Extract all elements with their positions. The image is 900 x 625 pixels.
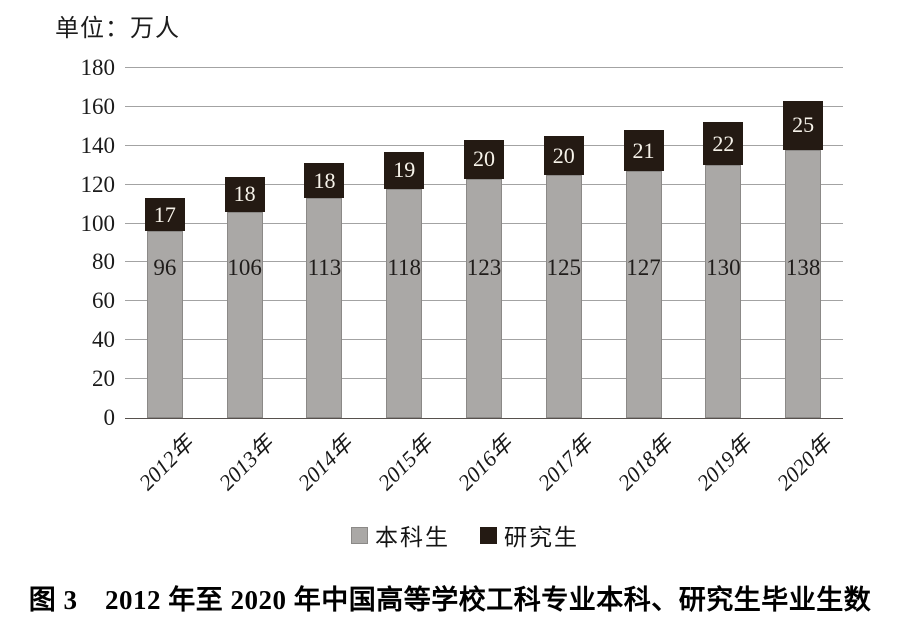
bar-value-label-undergrad: 125 [546,255,582,280]
y-tick-label: 100 [80,210,116,236]
bar-grad-segment [224,176,265,212]
gridline [125,105,843,107]
bar-value-label-grad: 21 [632,137,655,163]
bar-grad-segment [623,130,664,172]
x-axis-line [125,418,843,419]
bar-value-label-undergrad: 96 [153,255,177,280]
bar-value-label-grad: 17 [153,201,176,227]
bar-undergrad-segment [306,198,343,418]
bar-value-label-undergrad: 106 [227,255,262,280]
bar-undergrad-segment [146,231,183,418]
bar-undergrad-segment [545,174,582,418]
bar-value-label-grad: 18 [313,167,336,193]
bar-undergrad-segment [625,171,662,418]
legend-item: 本科生 [351,518,450,552]
y-tick-label: 0 [103,405,116,430]
figure-caption: 图 3 2012 年至 2020 年中国高等学校工科专业本科、研究生毕业生数 [28,585,872,615]
y-tick-label: 120 [80,171,116,197]
chart-plot-area: 0 20 40 60 80 100 120 140 160 180 96 17 2012年 106 18 20… [81,55,843,495]
bar-value-label-undergrad: 138 [785,255,821,280]
bar-value-label-grad: 20 [473,146,495,172]
bar-grad-segment [384,151,425,189]
y-tick-label: 140 [80,132,116,158]
bar-value-label-grad: 19 [393,157,416,183]
bar-grad-segment [144,198,185,232]
bar-grad-segment [703,122,744,166]
y-tick-label: 20 [92,366,115,392]
bar-grad-segment [783,101,824,150]
gridline [125,67,843,68]
chart-legend: 本科生 研究生 [0,518,900,552]
y-tick-label: 160 [80,93,116,119]
bar-undergrad-segment [226,211,263,418]
legend-swatch-icon [351,526,368,544]
y-tick-label: 40 [92,327,115,353]
legend-item: 研究生 [480,518,579,552]
bar-grad-segment [543,136,584,175]
y-tick-label: 60 [92,288,115,314]
bar-grad-segment [304,163,345,199]
bar-undergrad-segment [785,149,822,418]
unit-label: 单位：万人 [55,16,180,42]
bar-value-label-undergrad: 123 [466,255,502,280]
bar-value-label-grad: 18 [233,181,256,207]
bar-value-label-undergrad: 118 [387,255,422,280]
bar-value-label-undergrad: 113 [307,255,342,280]
bar-value-label-grad: 20 [552,142,575,168]
bar-value-label-undergrad: 127 [626,255,661,280]
bar-undergrad-segment [705,165,742,418]
y-tick-label: 180 [80,55,116,80]
legend-swatch-icon [480,526,497,544]
bar-grad-segment [464,139,504,179]
legend-label: 研究生 [504,525,579,550]
bar-undergrad-segment [466,178,502,418]
y-tick-label: 80 [92,249,115,275]
bar-undergrad-segment [386,188,423,418]
legend-label: 本科生 [375,525,450,550]
bar-value-label-grad: 22 [712,130,735,156]
bar-value-label-undergrad: 130 [706,255,741,280]
bar-value-label-grad: 25 [792,112,815,138]
